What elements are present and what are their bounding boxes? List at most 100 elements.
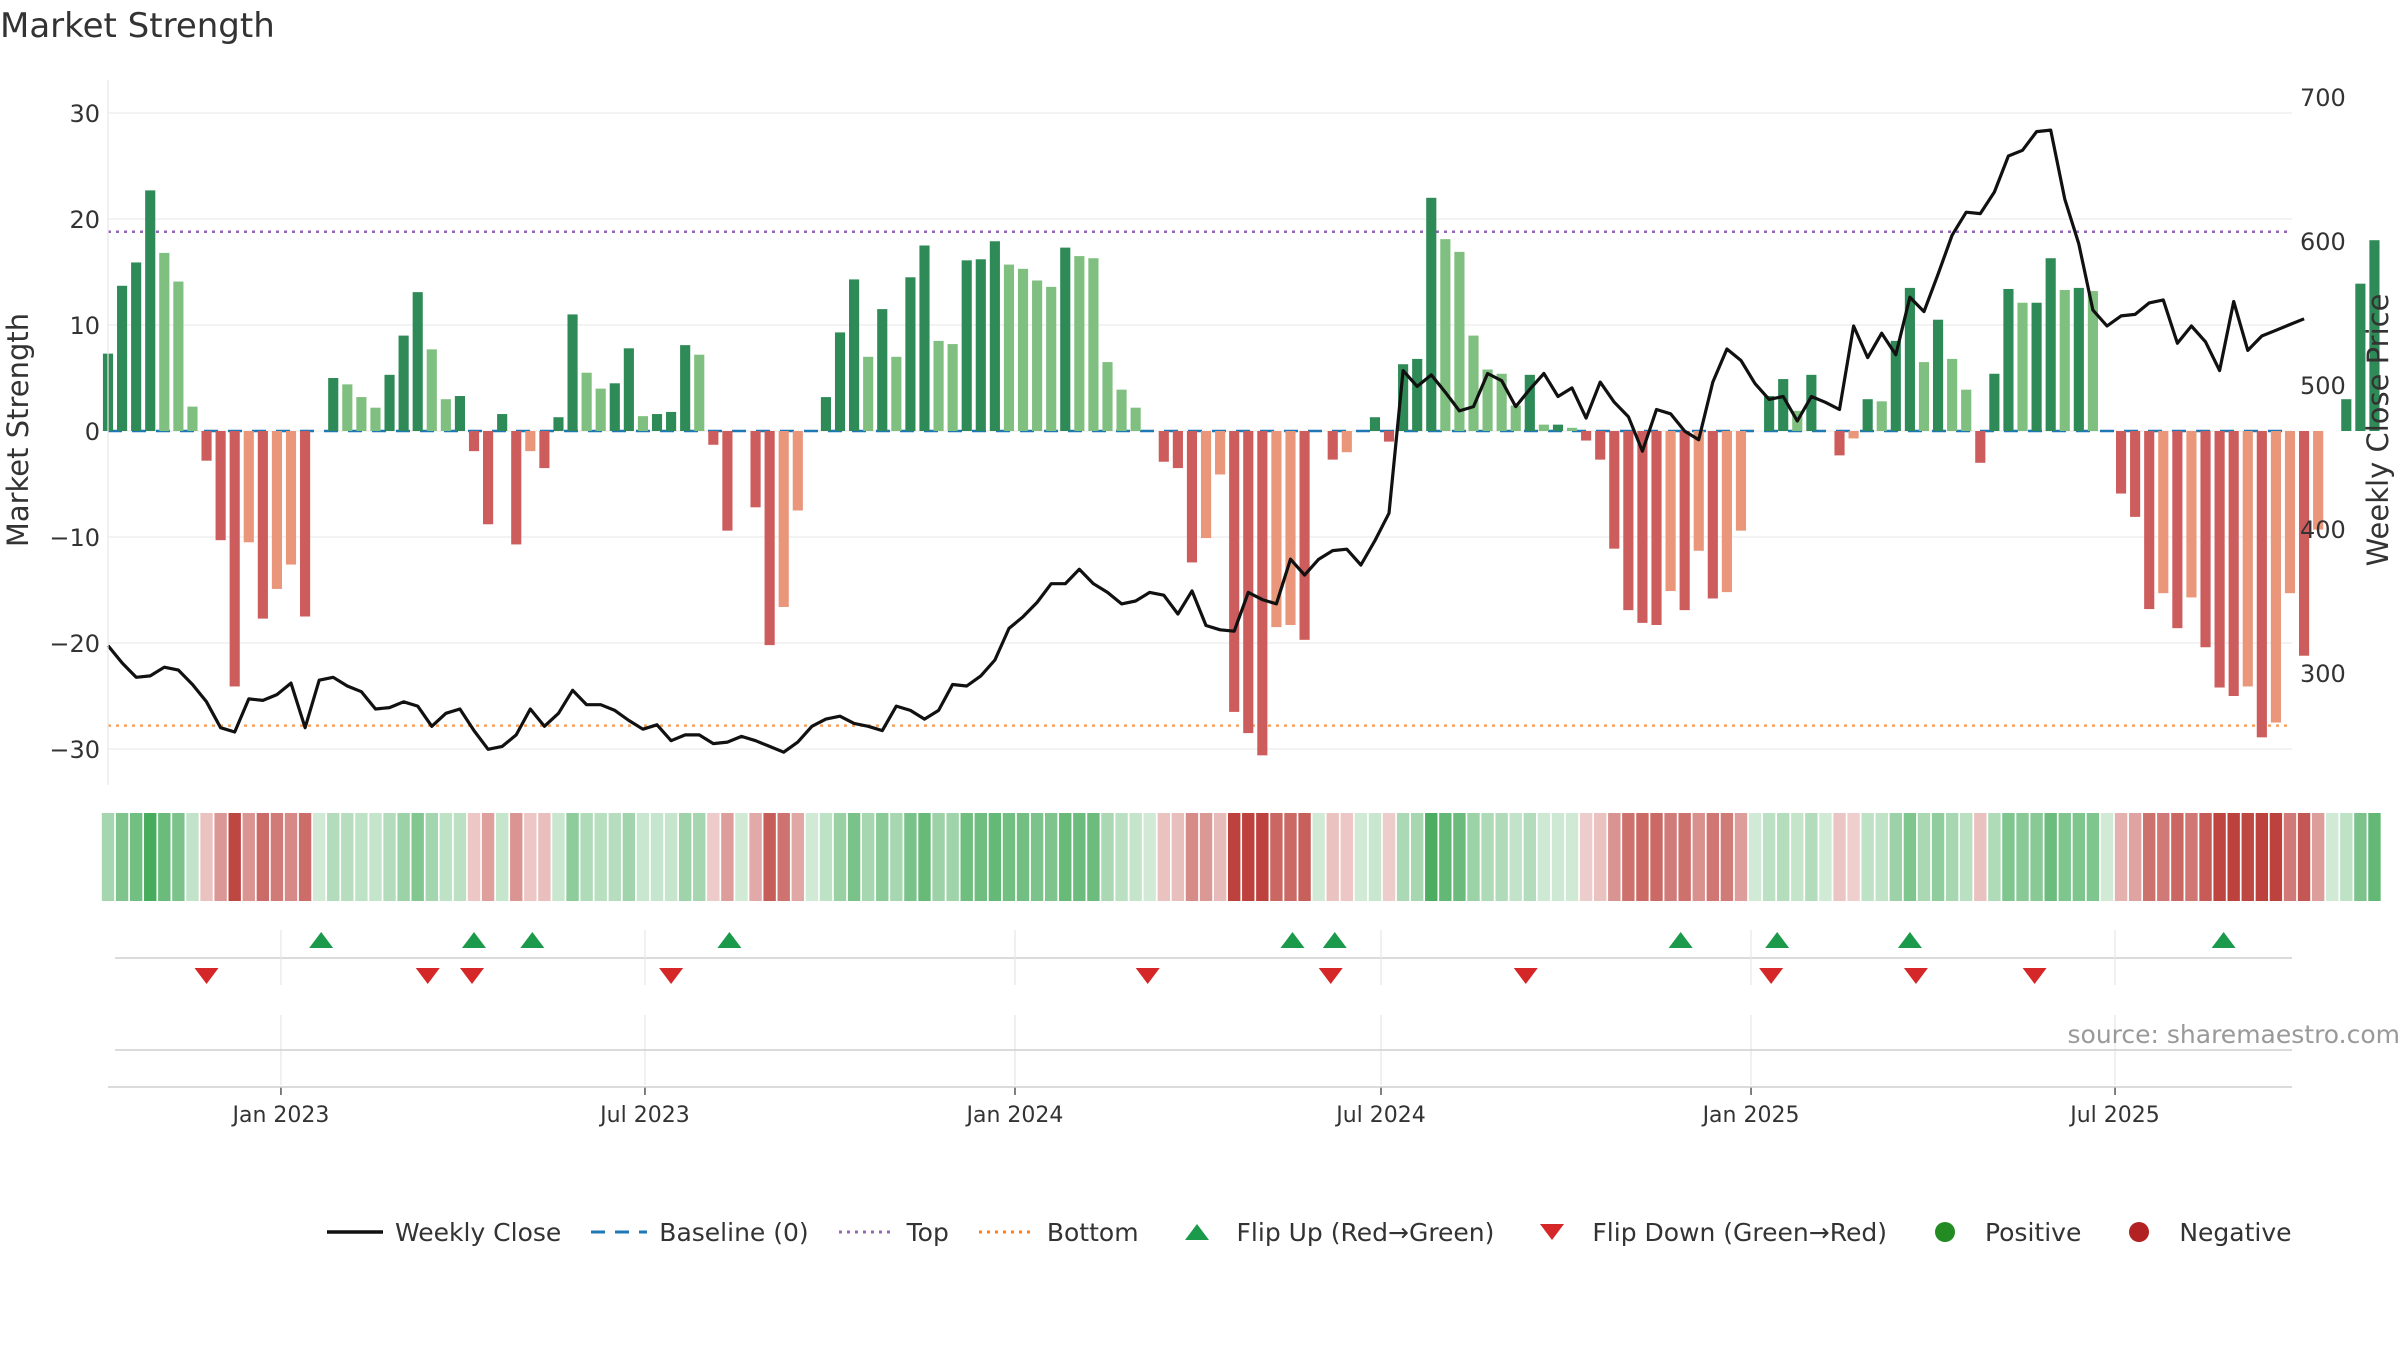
flip-up-marker: [520, 932, 545, 948]
x-tick-label: Jul 2023: [598, 1103, 690, 1128]
strength-bar: [1229, 431, 1240, 712]
strength-cell: [622, 813, 636, 901]
strength-cell: [1608, 813, 1621, 901]
strength-bar: [1088, 258, 1099, 431]
strength-bar: [426, 349, 437, 431]
flip-down-marker: [2022, 968, 2047, 984]
strength-bar: [398, 335, 409, 431]
strength-cell: [1903, 813, 1917, 901]
strength-cell: [1199, 813, 1213, 901]
strength-cell: [298, 813, 312, 901]
axes: 30 20 10 0 −10 −20 −30 700 600 500 400 300: [49, 80, 2346, 785]
strength-cell: [228, 813, 241, 901]
strength-bar: [356, 397, 367, 431]
strength-cell: [1988, 813, 2001, 901]
strength-cell: [101, 813, 115, 901]
strength-bar: [300, 431, 311, 617]
y2-tick-label: 400: [2300, 516, 2346, 544]
strength-cell: [707, 813, 720, 901]
strength-cell: [144, 813, 157, 901]
strength-bar: [1158, 431, 1169, 462]
strength-cell: [1073, 813, 1086, 901]
strength-bar: [2073, 287, 2084, 431]
strength-cell: [833, 813, 847, 901]
strength-cell: [566, 813, 579, 901]
flip-up-marker: [1897, 932, 1922, 948]
strength-cell: [214, 813, 227, 901]
flip-up-marker: [1280, 932, 1305, 948]
y-tick-label: −10: [49, 524, 100, 552]
strength-bar: [511, 431, 522, 545]
flip-down-marker: [1513, 968, 1538, 984]
flip-up-marker: [1668, 932, 1693, 948]
legend-circle-icon: [1934, 1222, 1955, 1242]
strength-cell: [158, 813, 171, 901]
strength-bar: [1496, 373, 1507, 431]
strength-bar: [2256, 431, 2267, 738]
strength-bar: [1074, 256, 1085, 431]
strength-bar: [1848, 431, 1859, 439]
strength-bar: [1918, 362, 1930, 431]
strength-cell: [2354, 813, 2367, 901]
strength-cell: [1537, 813, 1551, 901]
strength-cell: [129, 813, 143, 901]
strength-bar: [722, 431, 733, 531]
strength-bar: [2284, 431, 2296, 594]
strength-cell: [1931, 813, 1945, 901]
strength-cell: [861, 813, 875, 901]
strength-cell: [2283, 813, 2297, 901]
strength-cell: [242, 813, 255, 901]
flip-up-marker: [2211, 932, 2236, 948]
legend-item: Weekly Close: [325, 1217, 561, 1247]
strength-bar: [1243, 431, 1254, 734]
flip-up-marker: [717, 932, 742, 948]
legend-label: Top: [906, 1217, 949, 1247]
strength-cell: [312, 813, 326, 901]
strength-cell: [678, 813, 692, 901]
legend-label: Flip Up (Red→Green): [1236, 1217, 1495, 1247]
strength-cell: [2016, 813, 2029, 901]
strength-cell: [1143, 813, 1156, 901]
strength-bar: [1369, 417, 1381, 431]
strength-cell: [1129, 813, 1142, 901]
strength-cell: [1509, 813, 1522, 901]
strength-bar: [285, 431, 297, 565]
strength-bar: [370, 407, 381, 431]
strength-cell: [510, 813, 523, 901]
strength-cell: [693, 813, 706, 901]
legend-label: Positive: [1984, 1217, 2082, 1247]
strength-cell: [1777, 813, 1790, 901]
strength-cell: [1002, 813, 1016, 901]
strength-cell: [1185, 813, 1199, 901]
strength-bar: [454, 396, 466, 431]
strength-bar: [2228, 431, 2239, 696]
strength-cell: [777, 813, 790, 901]
strength-bar: [905, 277, 916, 431]
strength-cell: [1044, 813, 1058, 901]
strength-bar: [1975, 431, 1986, 463]
strength-cell: [2199, 813, 2212, 901]
strength-cell: [2241, 813, 2254, 901]
weekly-close-line: [106, 128, 2305, 754]
strength-bar: [947, 344, 958, 431]
strength-bar: [792, 431, 803, 511]
strength-bar: [145, 190, 156, 431]
strength-bar: [1679, 431, 1690, 611]
strength-bar: [1285, 431, 1296, 625]
legend-label: Negative: [2179, 1217, 2292, 1247]
strength-cell: [1453, 813, 1466, 901]
strength-cell: [876, 813, 889, 901]
strength-cell: [890, 813, 903, 901]
strength-bar: [1693, 431, 1704, 551]
legend-label: Baseline (0): [659, 1217, 809, 1247]
strength-cell: [1805, 813, 1818, 901]
strength-cell: [2185, 813, 2198, 901]
strength-cell: [2227, 813, 2240, 901]
strength-bar: [173, 281, 184, 431]
x-tick-label: Jul 2025: [2068, 1103, 2160, 1128]
strength-cell: [1974, 813, 1987, 901]
x-tick-label: Jan 2024: [965, 1103, 1064, 1128]
strength-cell: [524, 813, 537, 901]
legend-swatch: [838, 1230, 895, 1234]
strength-bar: [1989, 373, 2000, 431]
